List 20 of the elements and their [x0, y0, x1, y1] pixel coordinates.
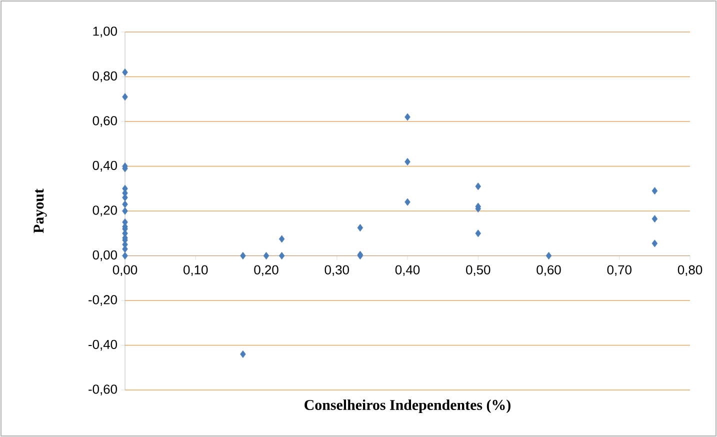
y-tick-label: 0,00	[92, 250, 117, 262]
y-tick-label: 0,80	[92, 71, 117, 82]
x-tick-label: 0,20	[254, 265, 278, 276]
x-tick-label: 0,70	[607, 265, 632, 276]
x-tick-label: 0,50	[466, 265, 490, 276]
y-tick-label: 0,60	[92, 116, 117, 127]
y-tick-label: 1,00	[93, 26, 117, 38]
x-tick-label: 0,30	[324, 265, 349, 276]
x-tick-label: 0,60	[536, 265, 561, 276]
y-tick-label: 0,20	[92, 206, 117, 216]
y-tick-label: -0,20	[88, 295, 117, 306]
y-tick-label: -0,40	[88, 340, 117, 351]
x-tick-label: 0,40	[395, 265, 420, 276]
y-tick-label: 0,40	[92, 160, 117, 172]
y-tick-label: -0,60	[88, 384, 117, 396]
x-tick-label: 0,80	[678, 265, 702, 276]
x-tick-label: 0,10	[184, 265, 208, 276]
x-axis-title: Conselheiros Independentes (%)	[304, 399, 510, 414]
y-axis-title: Payout	[34, 188, 47, 234]
x-tick-label: 0,00	[112, 265, 138, 276]
